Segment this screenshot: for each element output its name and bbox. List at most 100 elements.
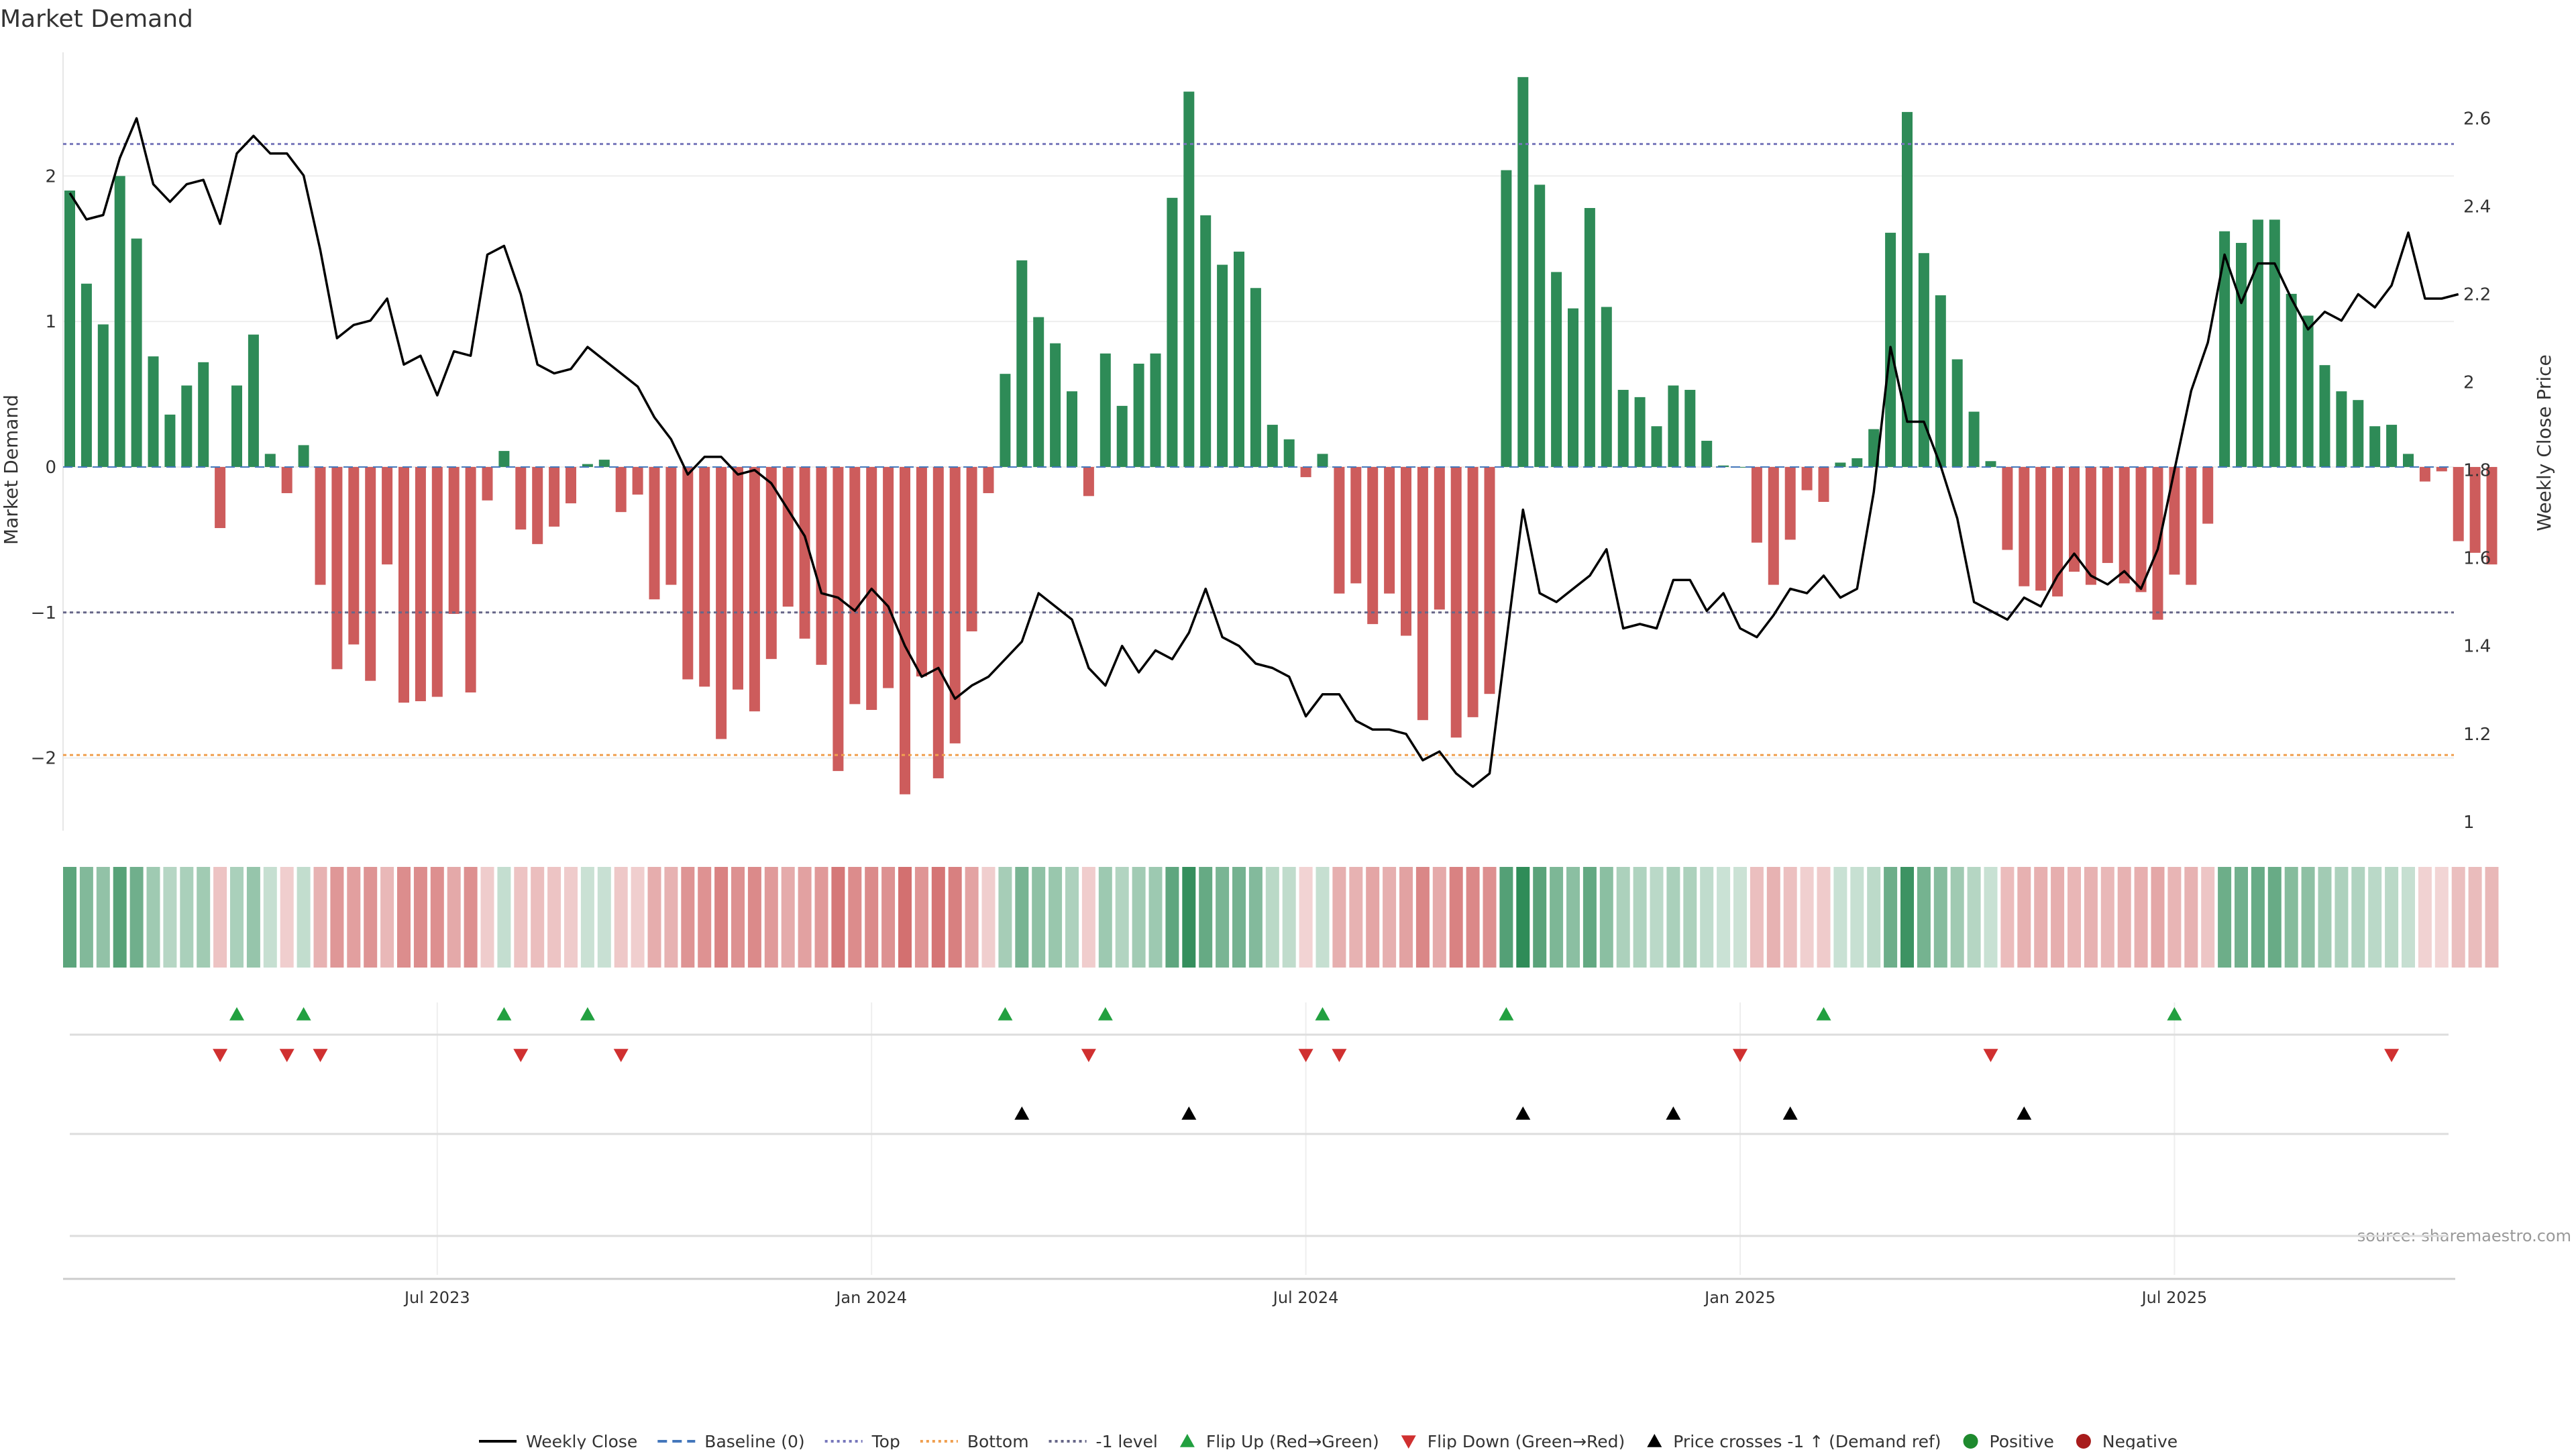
heat-cell <box>547 867 561 968</box>
positive-demand-bar <box>2236 243 2247 467</box>
heat-cell <box>1265 867 1279 968</box>
negative-demand-bar <box>215 466 226 529</box>
heat-cell <box>347 867 361 968</box>
flip-down-marker <box>513 1049 529 1062</box>
heat-cell <box>2235 867 2248 968</box>
positive-demand-bar <box>1050 343 1061 467</box>
flip-down-marker <box>1733 1049 1748 1062</box>
heat-cell <box>747 867 761 968</box>
positive-demand-bar <box>2336 391 2347 467</box>
positive-demand-bar <box>1517 76 1529 467</box>
heat-cell <box>380 867 394 968</box>
heat-cell <box>2368 867 2382 968</box>
negative-demand-bar <box>932 466 944 778</box>
heat-cell <box>681 867 695 968</box>
legend-label: Weekly Close <box>526 1432 637 1449</box>
heat-cell <box>2284 867 2298 968</box>
x-tick-label: Jul 2024 <box>1272 1288 1339 1307</box>
negative-demand-bar <box>1751 466 1762 543</box>
positive-demand-bar <box>2353 400 2364 467</box>
heat-cell <box>1750 867 1764 968</box>
left-axis-label: Market Demand <box>0 395 22 545</box>
right-tick-labels: 1 1.2 1.4 1.6 1.8 2 2.2 2.4 2.6 <box>2463 109 2491 833</box>
heat-cell <box>1032 867 1046 968</box>
heat-cell <box>614 867 628 968</box>
heat-cell <box>647 867 661 968</box>
positive-demand-bar <box>1718 465 1729 467</box>
positive-demand-bar <box>1217 264 1228 467</box>
legend-label: Top <box>871 1432 900 1449</box>
positive-demand-bar <box>1250 288 1261 467</box>
heat-cell <box>113 867 127 968</box>
negative-demand-bar <box>2035 466 2047 591</box>
right-axis-label: Weekly Close Price <box>2533 354 2555 531</box>
flip-down-marker <box>2384 1049 2400 1062</box>
negative-demand-bar <box>2436 466 2447 472</box>
flip-up-marker <box>496 1007 512 1021</box>
negative-demand-bar <box>816 466 827 665</box>
flip-down-marker <box>1081 1049 1096 1062</box>
heat-cell <box>1717 867 1731 968</box>
heat-cell <box>397 867 411 968</box>
positive-demand-bar <box>97 324 109 467</box>
negative-demand-bar <box>2118 466 2130 584</box>
heat-cell <box>2100 867 2114 968</box>
legend-swatch <box>1963 1434 1978 1449</box>
negative-demand-bar <box>398 466 409 703</box>
heat-cell <box>1449 867 1463 968</box>
negative-demand-bar <box>1083 466 1094 497</box>
heat-cell <box>1817 867 1831 968</box>
negative-demand-bar <box>315 466 326 585</box>
right-tick-label: 2.2 <box>2463 284 2491 305</box>
positive-demand-bar <box>1601 307 1612 467</box>
chart-title: Market Demand <box>0 5 193 33</box>
negative-demand-bar <box>465 466 476 693</box>
heat-cell <box>2017 867 2031 968</box>
flip-down-marker <box>279 1049 294 1062</box>
positive-demand-bar <box>2286 293 2297 467</box>
flip-up-marker <box>2167 1007 2182 1021</box>
negative-demand-bar <box>365 466 376 681</box>
heat-cell <box>1165 867 1179 968</box>
negative-demand-bar <box>2186 466 2197 585</box>
negative-demand-bar <box>1417 466 1428 721</box>
negative-demand-bar <box>2486 466 2498 565</box>
heat-cell <box>1884 867 1898 968</box>
heat-cell <box>831 867 845 968</box>
positive-demand-bar <box>1067 391 1077 467</box>
heat-cell <box>497 867 511 968</box>
heat-cell <box>1299 867 1313 968</box>
positive-demand-bar <box>1033 317 1044 467</box>
positive-demand-bar <box>1918 253 1929 467</box>
heat-cell <box>698 867 712 968</box>
positive-demand-bar <box>64 190 75 467</box>
heat-cell <box>898 867 912 968</box>
legend-label: Positive <box>1990 1432 2054 1449</box>
positive-demand-bar <box>1534 185 1546 467</box>
positive-demand-bar <box>1617 390 1629 467</box>
legend-swatch <box>1179 1434 1195 1447</box>
heat-cell <box>597 867 611 968</box>
right-tick-label: 2.6 <box>2463 109 2491 129</box>
heat-cell <box>1582 867 1597 968</box>
negative-demand-bar <box>448 466 460 614</box>
price-cross-marker <box>1782 1106 1798 1120</box>
positive-demand-bar <box>1584 208 1595 467</box>
heat-cell <box>2167 867 2182 968</box>
positive-demand-bar <box>2369 426 2381 467</box>
heat-cell <box>814 867 828 968</box>
heat-cell <box>364 867 378 968</box>
positive-demand-bar <box>1234 252 1244 467</box>
heat-cell <box>998 867 1012 968</box>
positive-demand-bar <box>1902 111 1913 467</box>
negative-demand-bar <box>1484 466 1495 694</box>
heat-cell <box>931 867 945 968</box>
heat-cell <box>313 867 327 968</box>
positive-demand-bar <box>1133 364 1144 467</box>
negative-demand-bar <box>2419 466 2430 482</box>
negative-demand-bar <box>1350 466 1362 584</box>
negative-demand-bar <box>2169 466 2180 575</box>
positive-demand-bar <box>1985 461 1996 467</box>
demand-bars <box>63 76 2498 794</box>
negative-demand-bar <box>281 466 292 493</box>
